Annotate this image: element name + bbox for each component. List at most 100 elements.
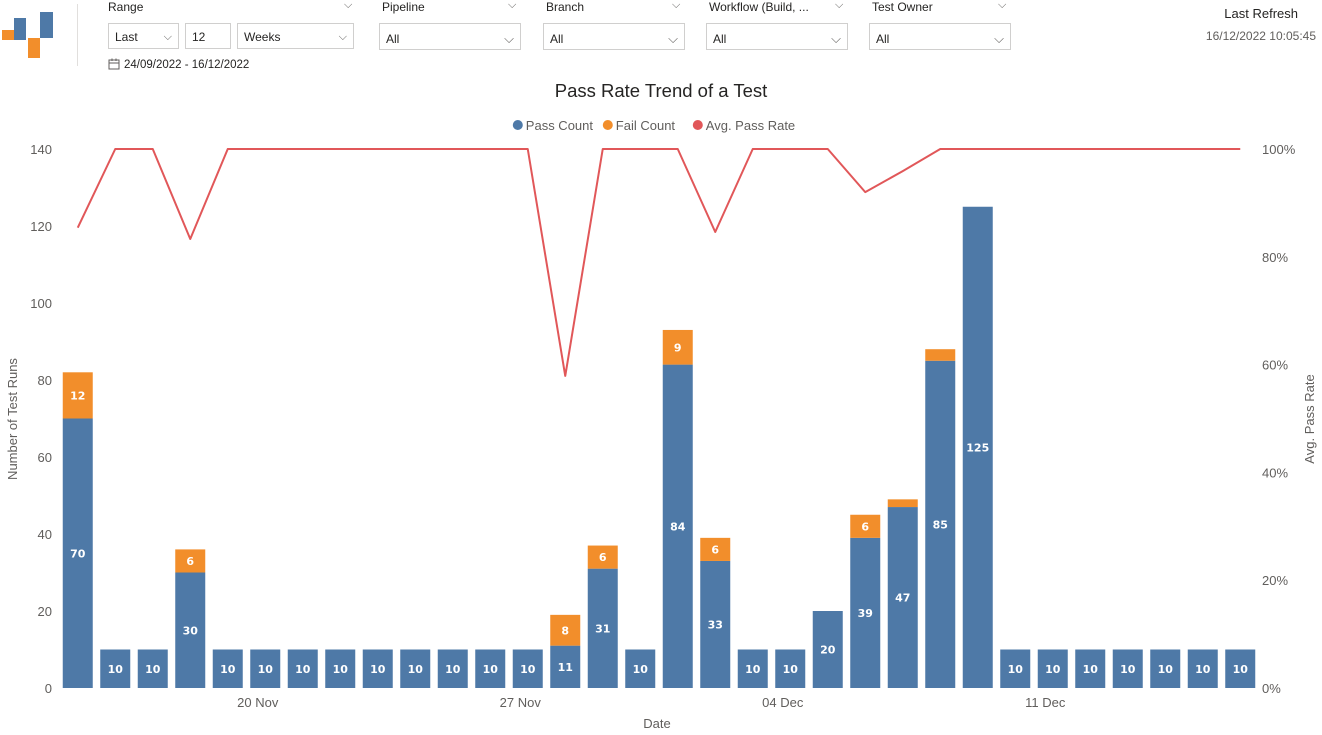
pass-value-label: 10 — [295, 663, 311, 676]
fail-bar — [550, 614, 581, 646]
y-tick-label: 20 — [38, 604, 52, 619]
pass-value-label: 85 — [933, 518, 948, 531]
fail-value-label: 9 — [674, 341, 682, 354]
legend-marker — [602, 120, 613, 130]
fail-bar — [925, 349, 956, 361]
y2-tick-label: 20% — [1262, 573, 1288, 588]
pass-value-label: 10 — [258, 663, 274, 676]
workflow-dropdown[interactable]: All ⌵ — [706, 23, 848, 50]
pass-bar — [512, 649, 543, 688]
pass-value-label: 10 — [1045, 663, 1061, 676]
pass-bar — [737, 649, 768, 688]
range-mode-dropdown[interactable]: Last ⌵ — [108, 23, 179, 49]
y-tick-label: 60 — [38, 450, 52, 465]
y-tick-label: 100 — [30, 296, 52, 311]
branch-collapse-chevron-icon[interactable]: ⌵ — [672, 0, 681, 11]
pass-bar — [1187, 649, 1218, 688]
pass-bar — [662, 364, 693, 688]
fail-bar — [587, 545, 618, 569]
y-tick-label: 0 — [45, 681, 52, 696]
range-unit-value: Weeks — [244, 30, 281, 44]
fail-value-label: 6 — [711, 543, 719, 556]
branch-slicer-title: Branch — [546, 0, 585, 14]
test-owner-value: All — [876, 32, 890, 46]
y-tick-label: 120 — [30, 219, 52, 234]
range-slicer-title: Range — [108, 0, 144, 14]
fail-value-label: 6 — [599, 551, 607, 564]
branch-dropdown[interactable]: All ⌵ — [543, 23, 685, 50]
range-count-value: 12 — [192, 30, 206, 44]
fail-value-label: 12 — [70, 389, 85, 402]
pass-value-label: 10 — [745, 663, 761, 676]
chevron-down-icon: ⌵ — [994, 31, 1004, 46]
bars — [62, 206, 1256, 688]
y2-tick-label: 40% — [1262, 465, 1288, 480]
legend-label: Fail Count — [616, 118, 676, 133]
pass-value-label: 10 — [1120, 663, 1136, 676]
pass-bar — [62, 418, 93, 688]
pass-value-label: 10 — [333, 663, 349, 676]
pass-value-label: 10 — [1158, 663, 1174, 676]
pass-value-label: 10 — [1008, 663, 1024, 676]
y-axis-right: 0% 20% 40% 60% 80% 100% — [1262, 142, 1296, 696]
pass-value-label: 10 — [1083, 663, 1099, 676]
pass-value-label: 125 — [966, 441, 989, 454]
range-unit-dropdown[interactable]: Weeks ⌵ — [237, 23, 354, 49]
pass-rate-line — [76, 148, 1241, 377]
pass-value-label: 10 — [445, 663, 461, 676]
pass-value-label: 10 — [520, 663, 536, 676]
pipeline-collapse-chevron-icon[interactable]: ⌵ — [508, 0, 517, 11]
pass-bar — [925, 360, 956, 688]
pass-value-label: 10 — [220, 663, 236, 676]
fail-bar — [700, 537, 731, 561]
pipeline-value: All — [386, 32, 400, 46]
pass-value-label: 20 — [820, 644, 836, 657]
fail-value-label: 8 — [561, 624, 569, 637]
pass-bar — [212, 649, 243, 688]
test-owner-dropdown[interactable]: All ⌵ — [869, 23, 1011, 50]
pass-bar — [437, 649, 468, 688]
pass-bar — [550, 645, 581, 688]
pipeline-slicer-title: Pipeline — [382, 0, 425, 14]
y-tick-label: 80 — [38, 373, 52, 388]
x-tick-label: 04 Dec — [762, 695, 804, 710]
range-mode-value: Last — [115, 30, 138, 44]
chevron-down-icon: ⌵ — [338, 31, 347, 43]
fail-bar — [62, 372, 93, 419]
pass-value-label: 10 — [1233, 663, 1249, 676]
x-axis-title: Date — [643, 716, 670, 731]
chevron-down-icon: ⌵ — [504, 31, 514, 46]
range-collapse-chevron-icon[interactable]: ⌵ — [344, 0, 353, 11]
range-count-input[interactable]: 12 — [185, 23, 231, 49]
pass-bar — [1225, 649, 1256, 688]
y2-tick-label: 100% — [1262, 142, 1296, 157]
pass-value-label: 10 — [370, 663, 386, 676]
workflow-value: All — [713, 32, 727, 46]
pass-value-label: 31 — [595, 622, 610, 635]
x-tick-label: 11 Dec — [1025, 695, 1066, 710]
legend-marker — [692, 120, 703, 130]
pass-bar — [475, 649, 506, 688]
pass-value-label: 10 — [483, 663, 499, 676]
pass-bar — [887, 507, 918, 688]
y-tick-label: 40 — [38, 527, 52, 542]
test-owner-slicer-title: Test Owner — [872, 0, 933, 14]
test-owner-collapse-chevron-icon[interactable]: ⌵ — [998, 0, 1007, 11]
legend-label: Avg. Pass Rate — [706, 118, 795, 133]
pass-bar — [1075, 649, 1106, 688]
fail-bar — [662, 329, 693, 365]
chevron-down-icon: ⌵ — [668, 31, 678, 46]
pass-bar — [812, 611, 843, 688]
pass-bar — [250, 649, 281, 688]
pass-bar — [287, 649, 318, 688]
workflow-slicer-title: Workflow (Build, ... — [709, 0, 809, 14]
pipeline-dropdown[interactable]: All ⌵ — [379, 23, 521, 50]
legend-label: Pass Count — [526, 118, 594, 133]
branch-value: All — [550, 32, 564, 46]
pass-value-label: 33 — [708, 618, 723, 631]
y-axis-left: 0 20 40 60 80 100 120 140 — [30, 142, 52, 696]
pass-bar — [1150, 649, 1181, 688]
pass-bar — [175, 572, 206, 688]
workflow-collapse-chevron-icon[interactable]: ⌵ — [835, 0, 844, 11]
data-labels: 12 70 10 10 6 30 10 10 10 10 10 10 10 10 10 8 11 6 31 10 9 84… — [70, 341, 1248, 675]
